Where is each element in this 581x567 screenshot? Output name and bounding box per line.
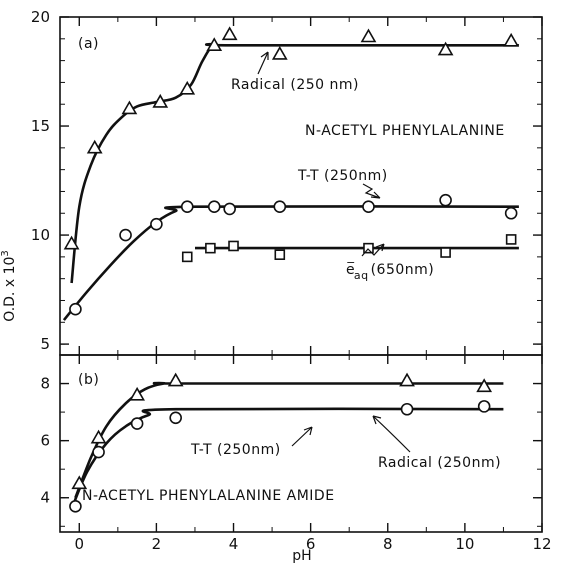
- data-point-circle-a: [119, 228, 132, 242]
- data-point-circle-b: [69, 500, 82, 513]
- data-point-triangle-a: [179, 80, 196, 95]
- data-point-square-a: [228, 240, 239, 252]
- data-markers: [63, 26, 520, 513]
- annotation-tt-a: T-T (250nm): [297, 168, 388, 184]
- data-point-circle-a: [69, 302, 82, 316]
- annotation-radical-a: Radical (250 nm): [231, 77, 359, 93]
- data-point-triangle-a: [503, 32, 520, 47]
- x-tick-label: 6: [306, 535, 316, 553]
- data-point-circle-a: [223, 202, 236, 216]
- data-point-triangle-a: [152, 93, 169, 108]
- data-point-circle-b: [400, 402, 414, 416]
- arrow-radical-b: [372, 415, 411, 453]
- data-point-triangle-a: [86, 139, 103, 154]
- data-point-triangle-a: [63, 235, 80, 250]
- fit-curve-circle-b: [70, 407, 504, 510]
- annotation-eaq-a: e− aq (650nm): [346, 256, 434, 282]
- data-point-triangle-b: [71, 475, 88, 490]
- panel-a-label: (a): [78, 36, 99, 52]
- data-point-triangle-b: [399, 372, 415, 387]
- x-axis-label: pH: [292, 548, 311, 564]
- panel-a-title: N-ACETYL PHENYLALANINE: [305, 123, 505, 139]
- data-point-triangle-a: [271, 45, 288, 60]
- y-axis-label: O.D. x 103: [0, 250, 18, 322]
- axis-ticks: 5 10 15 20 4 6 8 0 2 4 6 8 10 12: [31, 8, 552, 553]
- y-tick-label-b: 4: [40, 489, 50, 507]
- data-point-circle-b: [92, 445, 105, 459]
- data-point-square-a: [363, 242, 374, 254]
- annotation-radical-b: Radical (250nm): [378, 455, 501, 471]
- x-tick-label: 2: [152, 535, 162, 553]
- panel-b-label: (b): [78, 372, 99, 388]
- y-tick-label-a: 5: [40, 335, 50, 353]
- annotation-tt-b: T-T (250nm): [190, 442, 281, 458]
- x-tick-label: 8: [383, 535, 393, 553]
- data-point-square-a: [505, 234, 517, 245]
- data-point-triangle-b: [90, 429, 107, 444]
- data-point-circle-a: [180, 200, 194, 214]
- y-tick-label-a: 15: [31, 117, 50, 135]
- panel-a-frame: [59, 16, 543, 356]
- data-point-circle-b: [130, 417, 144, 430]
- data-point-circle-b: [169, 411, 182, 425]
- y-tick-label-b: 6: [40, 432, 50, 450]
- fit-curve-triangle-b: [74, 381, 504, 499]
- panel-b-title: N-ACETYL PHENYLALANINE AMIDE: [82, 488, 335, 504]
- x-tick-label: 12: [532, 535, 551, 553]
- data-point-triangle-b: [476, 378, 493, 393]
- data-point-square-a: [440, 247, 451, 258]
- x-tick-label: 0: [75, 535, 85, 553]
- y-tick-label-a: 20: [31, 8, 50, 26]
- data-point-circle-a: [439, 193, 452, 207]
- data-point-square-a: [274, 249, 286, 260]
- arrow-eaq-a: [361, 243, 385, 257]
- data-point-circle-a: [207, 200, 221, 214]
- data-point-triangle-b: [167, 372, 184, 387]
- x-tick-label: 10: [455, 535, 474, 553]
- data-point-square-a: [205, 242, 216, 254]
- data-point-square-a: [181, 251, 193, 263]
- data-point-triangle-b: [129, 386, 145, 401]
- panel-b-frame: [59, 354, 543, 533]
- data-point-circle-a: [362, 200, 375, 214]
- data-point-triangle-a: [437, 41, 454, 56]
- data-point-triangle-a: [221, 26, 238, 41]
- arrow-tt-a: [362, 183, 381, 199]
- y-tick-label-b: 8: [40, 375, 50, 393]
- x-tick-label: 4: [229, 535, 239, 553]
- arrow-radical-a: [257, 51, 269, 75]
- data-point-circle-a: [273, 200, 287, 214]
- data-point-triangle-a: [360, 28, 377, 43]
- data-point-circle-b: [477, 400, 491, 413]
- data-point-triangle-a: [121, 100, 138, 115]
- data-point-circle-a: [150, 217, 163, 231]
- fit-curve-circle-a: [62, 205, 519, 321]
- data-point-triangle-a: [206, 37, 223, 52]
- arrow-tt-b: [291, 426, 313, 447]
- y-tick-label-a: 10: [31, 226, 50, 244]
- data-point-circle-a: [504, 206, 518, 220]
